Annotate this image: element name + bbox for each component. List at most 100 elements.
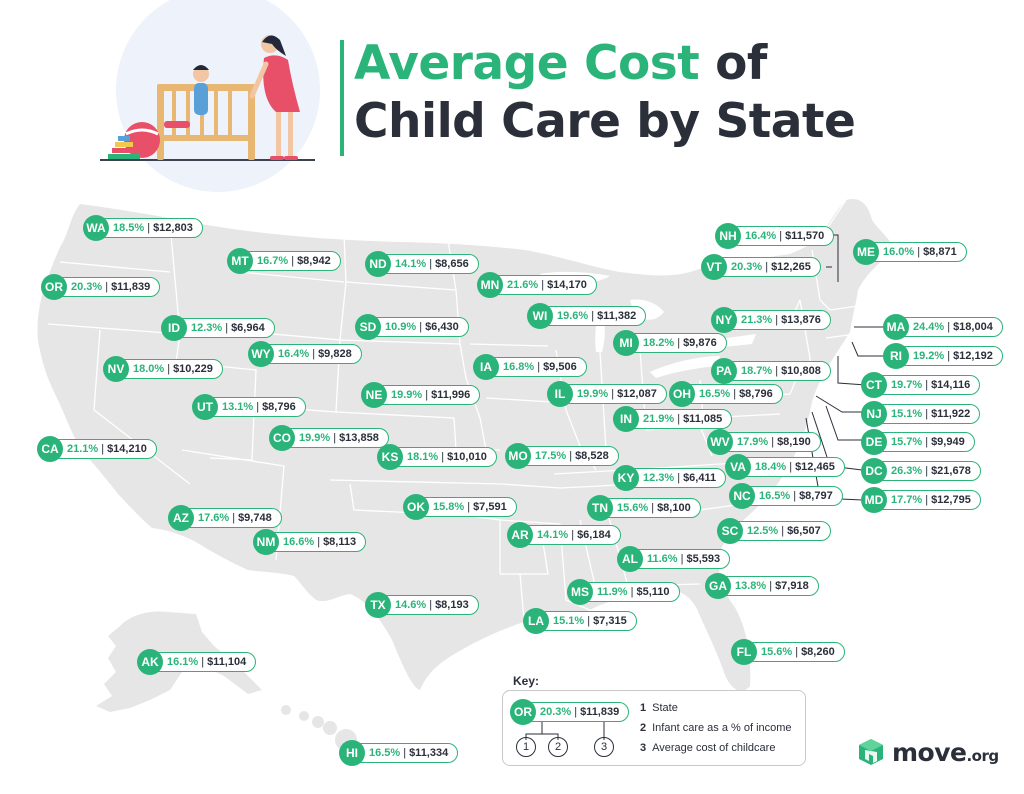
avg-cost: $8,796 bbox=[739, 388, 773, 400]
infant-care-pct: 15.8% bbox=[433, 501, 465, 513]
move-logo: move.org bbox=[856, 737, 999, 767]
state-abbr: IL bbox=[547, 381, 573, 407]
avg-cost: $10,010 bbox=[447, 451, 487, 463]
state-label-tn: TN 15.6% | $8,100 bbox=[587, 495, 701, 521]
state-abbr: CO bbox=[269, 425, 295, 451]
state-abbr: NY bbox=[711, 307, 737, 333]
avg-cost: $6,507 bbox=[787, 525, 821, 537]
state-label-tx: TX 14.6% | $8,193 bbox=[365, 592, 479, 618]
state-label-ms: MS 11.9% | $5,110 bbox=[567, 579, 680, 605]
state-abbr: LA bbox=[523, 608, 549, 634]
infant-care-pct: 12.5% bbox=[747, 525, 779, 537]
state-label-hi: HI 16.5% | $11,334 bbox=[339, 740, 459, 766]
infant-care-pct: 15.1% bbox=[891, 408, 923, 420]
avg-cost: $8,942 bbox=[297, 255, 331, 267]
title-accent-bar bbox=[340, 40, 344, 156]
state-label-sc: SC 12.5% | $6,507 bbox=[717, 518, 831, 544]
avg-cost: $7,591 bbox=[473, 501, 507, 513]
infant-care-pct: 16.4% bbox=[278, 348, 310, 360]
state-abbr: ND bbox=[365, 251, 391, 277]
state-label-ks: KS 18.1% | $10,010 bbox=[377, 444, 497, 470]
state-abbr: WA bbox=[83, 215, 109, 241]
avg-cost: $12,795 bbox=[931, 494, 971, 506]
state-label-mo: MO 17.5% | $8,528 bbox=[505, 443, 619, 469]
state-abbr: ID bbox=[161, 315, 187, 341]
state-abbr: MI bbox=[613, 330, 639, 356]
avg-cost: $11,839 bbox=[580, 706, 620, 718]
infant-care-pct: 19.7% bbox=[891, 379, 923, 391]
state-abbr: CA bbox=[37, 436, 63, 462]
state-label-nd: ND 14.1% | $8,656 bbox=[365, 251, 479, 277]
infant-care-pct: 16.0% bbox=[883, 246, 915, 258]
infant-care-pct: 11.6% bbox=[647, 553, 678, 565]
state-label-fl: FL 15.6% | $8,260 bbox=[731, 639, 845, 665]
avg-cost: $8,260 bbox=[801, 646, 835, 658]
avg-cost: $8,871 bbox=[923, 246, 957, 258]
infant-care-pct: 15.6% bbox=[617, 502, 649, 514]
state-abbr: TN bbox=[587, 495, 613, 521]
avg-cost: $8,100 bbox=[657, 502, 691, 514]
state-label-ma: MA 24.4% | $18,004 bbox=[883, 314, 1003, 340]
state-label-ca: CA 21.1% | $14,210 bbox=[37, 436, 157, 462]
state-abbr: ME bbox=[853, 239, 879, 265]
infant-care-pct: 12.3% bbox=[643, 472, 675, 484]
avg-cost: $11,922 bbox=[931, 408, 971, 420]
infant-care-pct: 16.1% bbox=[167, 656, 199, 668]
state-label-la: LA 15.1% | $7,315 bbox=[523, 608, 637, 634]
nursery-illustration bbox=[100, 0, 320, 192]
avg-cost: $8,528 bbox=[575, 450, 609, 462]
avg-cost: $7,918 bbox=[775, 580, 809, 592]
infant-care-pct: 18.0% bbox=[133, 363, 165, 375]
state-label-nm: NM 16.6% | $8,113 bbox=[253, 529, 367, 555]
move-cube-icon bbox=[859, 739, 883, 765]
avg-cost: $13,876 bbox=[781, 314, 821, 326]
infant-care-pct: 16.8% bbox=[503, 361, 535, 373]
state-label-sd: SD 10.9% | $6,430 bbox=[355, 314, 469, 340]
avg-cost: $9,949 bbox=[931, 436, 965, 448]
state-label-ak: AK 16.1% | $11,104 bbox=[137, 649, 257, 675]
state-label-me: ME 16.0% | $8,871 bbox=[853, 239, 967, 265]
infant-care-pct: 14.1% bbox=[395, 258, 427, 270]
avg-cost: $12,803 bbox=[153, 222, 193, 234]
state-label-ok: OK 15.8% | $7,591 bbox=[403, 494, 517, 520]
infant-care-pct: 18.1% bbox=[407, 451, 439, 463]
state-abbr: WY bbox=[248, 341, 274, 367]
state-abbr: CT bbox=[861, 372, 887, 398]
avg-cost: $12,265 bbox=[771, 261, 811, 273]
avg-cost: $9,748 bbox=[238, 512, 272, 524]
avg-cost: $14,210 bbox=[107, 443, 147, 455]
state-label-wa: WA 18.5% | $12,803 bbox=[83, 215, 203, 241]
avg-cost: $12,087 bbox=[617, 388, 657, 400]
avg-cost: $5,593 bbox=[686, 553, 721, 565]
state-label-md: MD 17.7% | $12,795 bbox=[861, 487, 981, 513]
key-marker-3: 3 bbox=[594, 737, 614, 757]
infant-care-pct: 16.5% bbox=[699, 388, 731, 400]
state-label-az: AZ 17.6% | $9,748 bbox=[168, 505, 282, 531]
avg-cost: $21,678 bbox=[931, 465, 971, 477]
infant-care-pct: 18.5% bbox=[113, 222, 145, 234]
infant-care-pct: 16.5% bbox=[759, 490, 791, 502]
state-label-nj: NJ 15.1% | $11,922 bbox=[861, 401, 981, 427]
legend-key-box bbox=[502, 690, 806, 766]
avg-cost: $7,315 bbox=[593, 615, 627, 627]
state-label-ut: UT 13.1% | $8,796 bbox=[192, 394, 306, 420]
state-abbr: OK bbox=[403, 494, 429, 520]
avg-cost: $11,382 bbox=[597, 310, 637, 322]
title-highlight: Average Cost bbox=[354, 36, 700, 91]
state-label-ar: AR 14.1% | $6,184 bbox=[507, 522, 621, 548]
avg-cost: $12,192 bbox=[953, 350, 993, 362]
avg-cost: $11,334 bbox=[409, 747, 449, 759]
key-item-average-cost: 3 Average cost of childcare bbox=[640, 742, 776, 754]
state-label-al: AL 11.6% | $5,593 bbox=[617, 546, 731, 572]
state-abbr: NC bbox=[729, 483, 755, 509]
avg-cost: $10,808 bbox=[781, 365, 821, 377]
infant-care-pct: 17.9% bbox=[737, 436, 769, 448]
state-abbr: NM bbox=[253, 529, 279, 555]
key-marker-1: 1 bbox=[516, 737, 536, 757]
state-abbr: RI bbox=[883, 343, 909, 369]
infant-care-pct: 11.9% bbox=[597, 586, 628, 598]
infant-care-pct: 20.3% bbox=[731, 261, 763, 273]
state-abbr: KS bbox=[377, 444, 403, 470]
state-abbr: GA bbox=[705, 573, 731, 599]
state-label-dc: DC 26.3% | $21,678 bbox=[861, 458, 981, 484]
